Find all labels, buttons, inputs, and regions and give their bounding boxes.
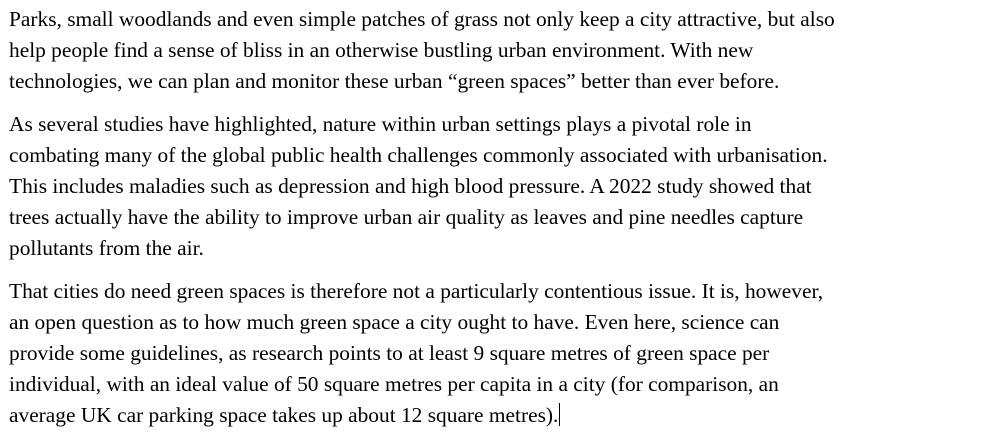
text-line: technologies, we can plan and monitor th… xyxy=(9,69,780,93)
paragraph-1: Parks, small woodlands and even simple p… xyxy=(9,4,981,97)
text-line: This includes maladies such as depressio… xyxy=(9,174,812,198)
text-line: That cities do need green spaces is ther… xyxy=(9,279,824,303)
text-line: an open question as to how much green sp… xyxy=(9,310,780,334)
last-text-line: average UK car parking space takes up ab… xyxy=(9,400,981,431)
paragraph-3: That cities do need green spaces is ther… xyxy=(9,276,981,431)
text-cursor xyxy=(559,403,561,426)
text-line: trees actually have the ability to impro… xyxy=(9,205,804,229)
text-line: help people find a sense of bliss in an … xyxy=(9,38,754,62)
text-line: combating many of the global public heal… xyxy=(9,143,828,167)
document-body[interactable]: Parks, small woodlands and even simple p… xyxy=(9,4,981,443)
text-line: As several studies have highlighted, nat… xyxy=(9,112,752,136)
text-line-content: average UK car parking space takes up ab… xyxy=(9,403,559,427)
text-line: pollutants from the air. xyxy=(9,236,204,260)
text-line: Parks, small woodlands and even simple p… xyxy=(9,7,835,31)
paragraph-2: As several studies have highlighted, nat… xyxy=(9,109,981,264)
text-line: provide some guidelines, as research poi… xyxy=(9,341,770,365)
text-line: individual, with an ideal value of 50 sq… xyxy=(9,372,779,396)
